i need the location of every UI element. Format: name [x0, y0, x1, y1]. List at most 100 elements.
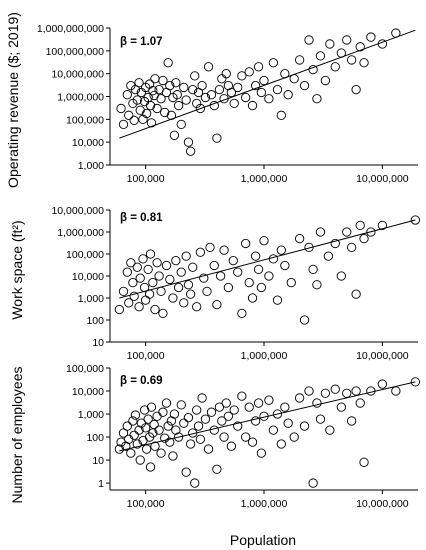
data-point	[142, 444, 152, 454]
data-point	[244, 402, 254, 412]
y-tick-label: 100	[86, 315, 104, 327]
data-point	[156, 448, 166, 458]
data-point	[217, 74, 227, 84]
y-tick-label: 1,000,000	[57, 92, 104, 104]
data-point	[129, 291, 139, 301]
data-point	[206, 90, 217, 100]
data-point	[226, 87, 237, 98]
data-point	[185, 439, 196, 449]
data-point	[138, 254, 148, 264]
data-point	[247, 100, 258, 111]
data-point	[264, 94, 274, 104]
data-point	[330, 62, 340, 72]
data-point	[169, 409, 180, 419]
data-point	[289, 432, 299, 442]
data-point	[160, 107, 170, 118]
data-point	[158, 407, 168, 417]
data-point	[203, 444, 214, 454]
data-point	[124, 110, 134, 120]
data-point	[171, 425, 181, 435]
data-point	[247, 293, 258, 303]
data-point	[241, 432, 251, 442]
y-tick-label: 1,000	[78, 293, 104, 305]
data-point	[289, 74, 299, 84]
data-point	[145, 100, 156, 111]
data-point	[140, 295, 151, 305]
data-point	[135, 273, 145, 283]
data-point	[156, 286, 166, 297]
data-point	[280, 69, 290, 79]
data-point	[233, 82, 243, 93]
x-tick-label: 10,000,000	[356, 173, 409, 185]
data-point	[312, 280, 322, 290]
data-point	[244, 67, 254, 77]
data-point	[202, 286, 212, 297]
data-point	[158, 75, 168, 86]
data-point	[315, 414, 326, 424]
data-point	[139, 405, 150, 415]
data-point	[192, 405, 202, 415]
x-tick-label: 1,000,000	[241, 498, 288, 510]
data-point	[188, 84, 198, 95]
y-tick-label: 100	[86, 432, 104, 444]
data-point	[233, 421, 243, 431]
data-point	[346, 416, 357, 426]
data-point	[355, 220, 365, 231]
data-point	[259, 411, 269, 421]
data-point	[118, 286, 129, 297]
data-point	[315, 227, 326, 237]
employees-panel: β = 0.69 Number of employees Population …	[9, 363, 421, 548]
data-point	[188, 262, 198, 272]
data-point	[179, 298, 189, 308]
data-point	[171, 255, 181, 266]
data-point	[183, 280, 194, 290]
data-point	[280, 260, 290, 271]
data-point	[124, 298, 134, 308]
data-point	[219, 94, 229, 104]
data-point	[183, 137, 194, 147]
data-point	[132, 262, 142, 272]
data-point	[323, 251, 334, 261]
data-point	[152, 411, 162, 421]
data-point	[359, 457, 369, 467]
x-tick-label: 10,000,000	[356, 350, 409, 362]
data-point	[209, 260, 219, 271]
data-point	[146, 402, 157, 412]
y-axis-label: Number of employees	[9, 367, 25, 504]
data-point	[165, 80, 175, 91]
data-point	[140, 423, 151, 433]
data-point	[308, 478, 318, 488]
data-point	[299, 80, 310, 91]
data-point	[221, 398, 231, 408]
y-tick-label: 1,000,000	[57, 227, 104, 239]
x-axis-label: Population	[230, 532, 296, 548]
data-point	[264, 271, 274, 281]
data-point	[336, 271, 346, 281]
data-point	[253, 398, 264, 408]
data-point	[336, 48, 346, 58]
data-point	[268, 425, 279, 435]
data-point	[272, 409, 283, 419]
data-point	[149, 419, 159, 430]
data-point	[256, 282, 267, 293]
data-point	[286, 277, 296, 288]
data-point	[179, 418, 189, 428]
y-tick-label: 10,000,000	[51, 69, 104, 81]
data-point	[114, 444, 125, 454]
data-point	[185, 146, 196, 156]
data-point	[195, 434, 206, 444]
y-tick-label: 1	[98, 478, 104, 490]
x-tick-label: 100,000	[127, 173, 165, 185]
data-point	[200, 92, 211, 103]
data-point	[268, 58, 279, 68]
data-point	[163, 58, 173, 68]
data-point	[212, 299, 222, 310]
data-point	[116, 103, 126, 114]
y-tick-label: 10,000	[72, 137, 104, 149]
data-point	[124, 434, 134, 444]
data-point	[126, 258, 136, 268]
data-point	[304, 386, 314, 396]
data-point	[336, 402, 346, 412]
data-point	[241, 238, 251, 249]
data-point	[304, 242, 314, 253]
